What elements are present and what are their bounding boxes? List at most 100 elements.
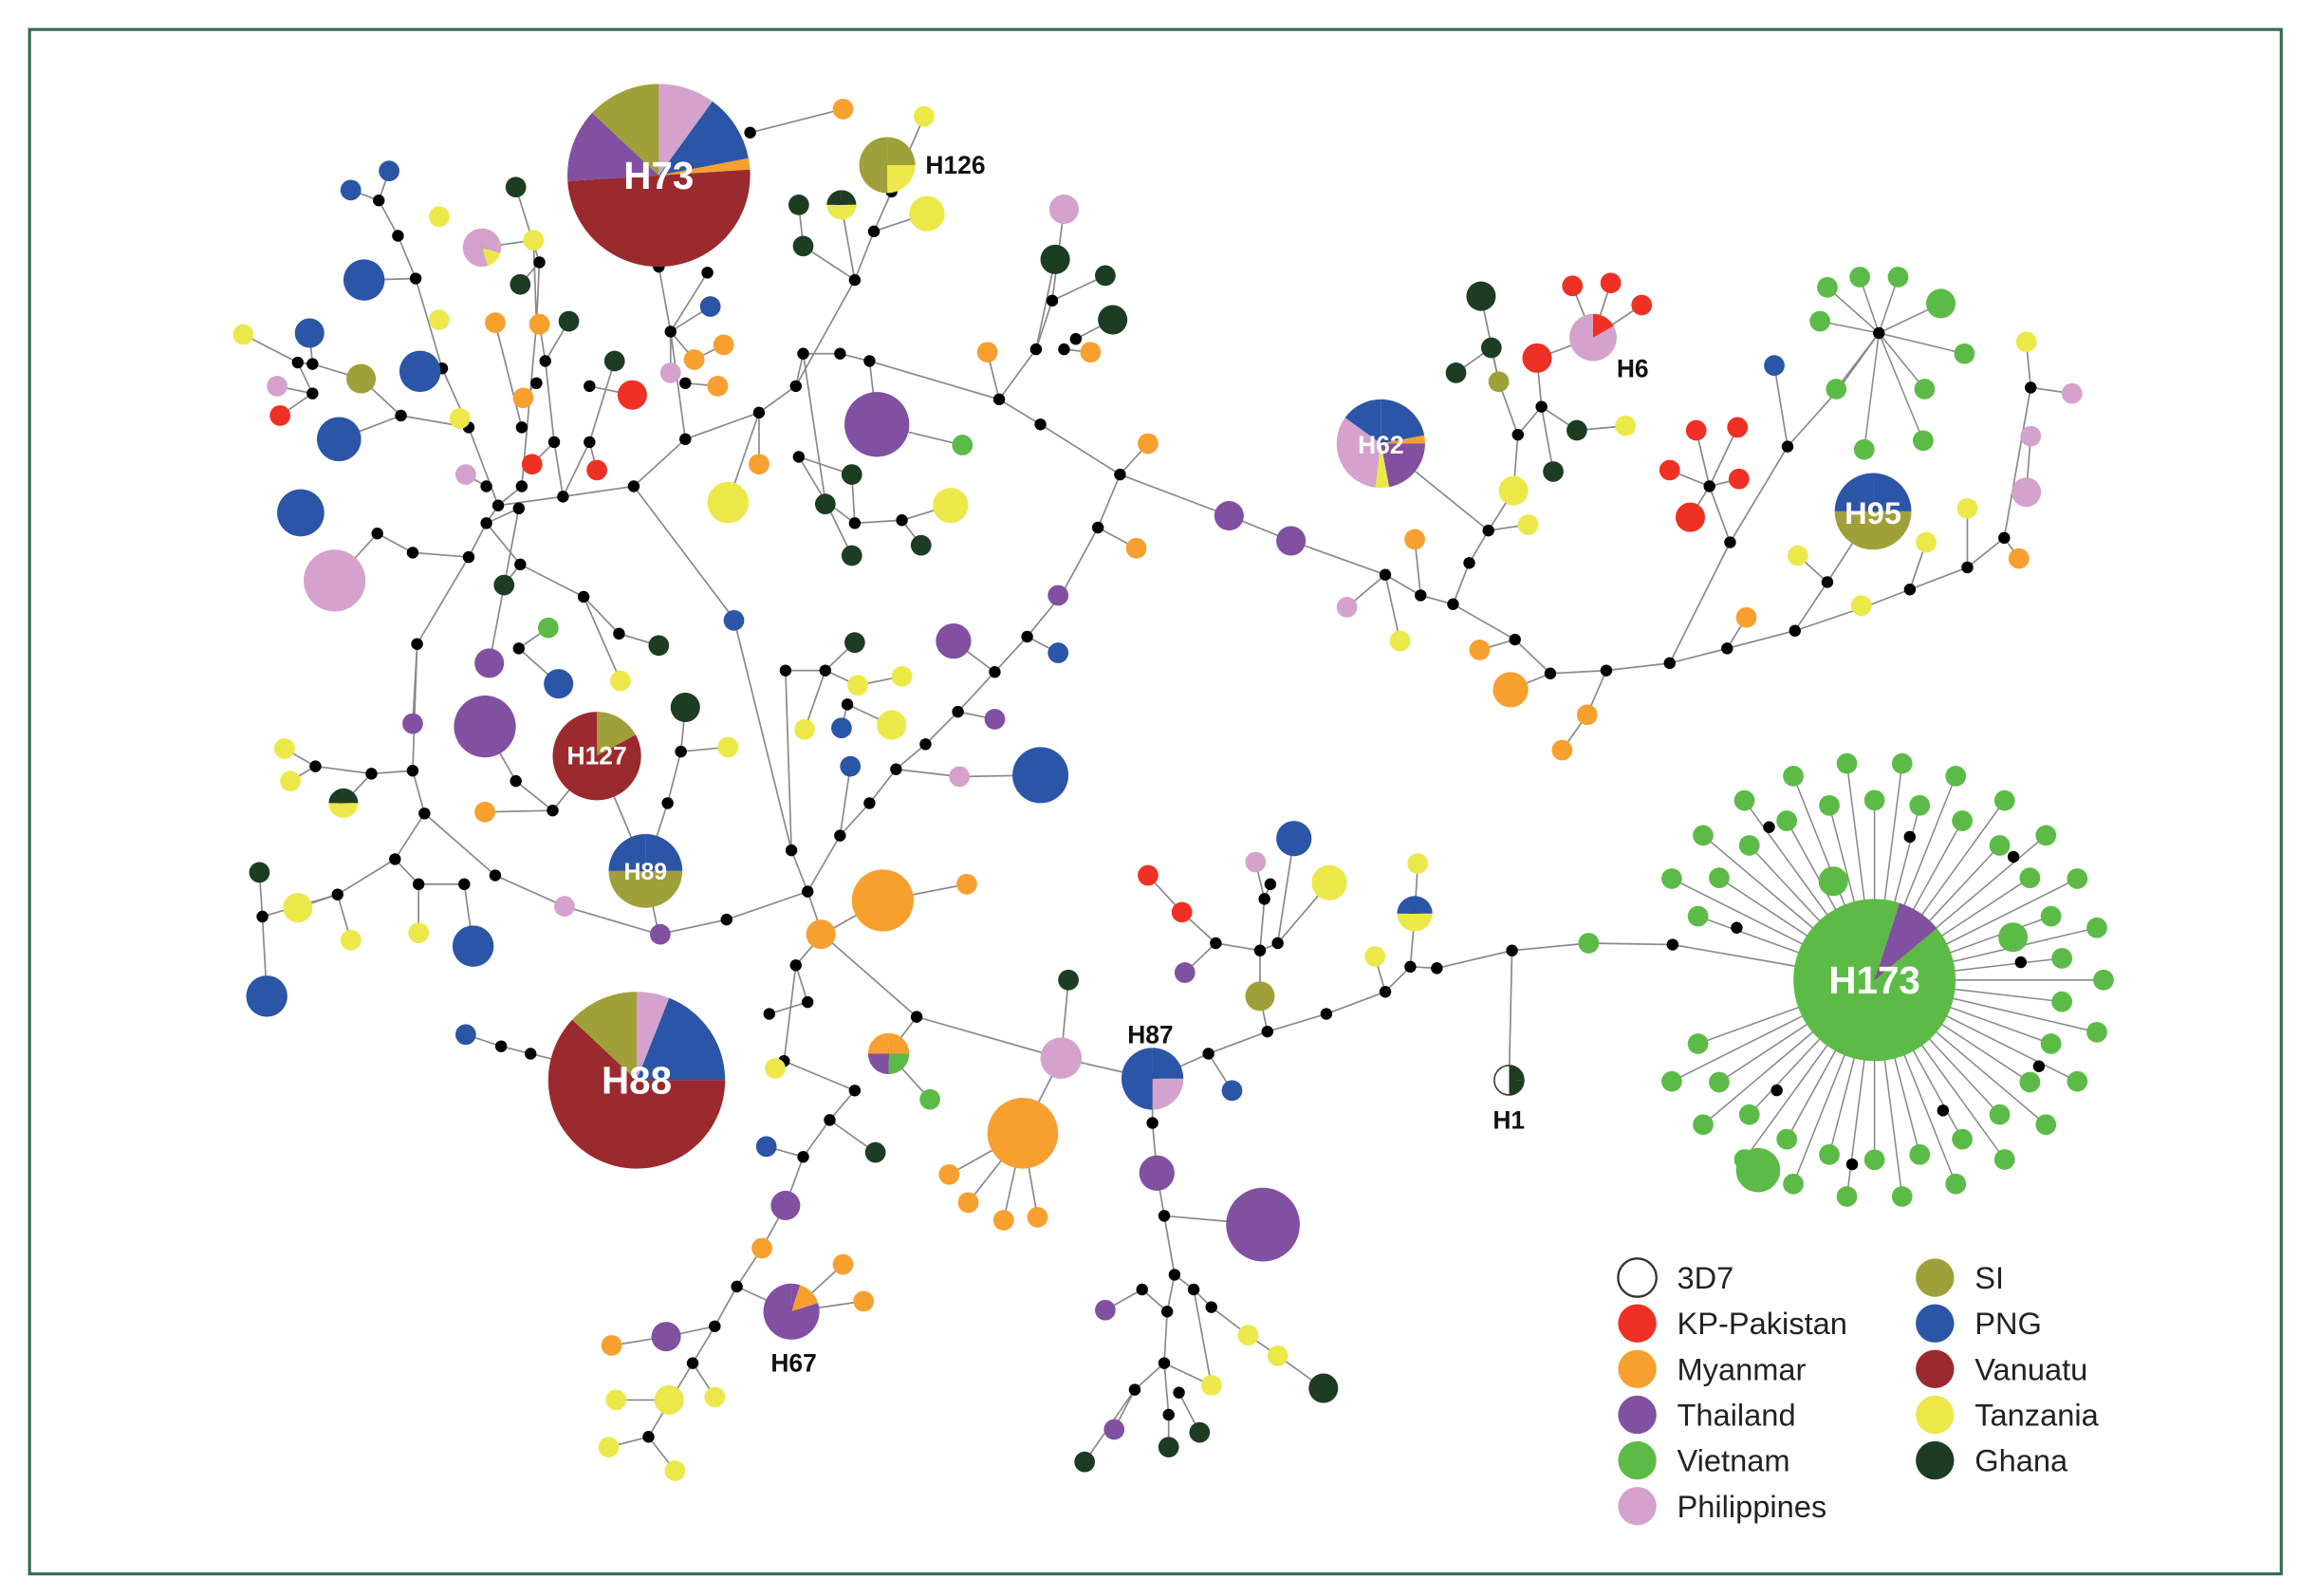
junction-node [890, 763, 902, 775]
network-node [1776, 1128, 1798, 1150]
junction-node [512, 642, 525, 655]
junction-node [1202, 1048, 1214, 1060]
network-node [832, 99, 854, 120]
network-node [1214, 501, 1244, 531]
haplotype-h89 [608, 834, 683, 908]
network-node [806, 919, 836, 950]
junction-node [480, 517, 492, 529]
network-node [1914, 379, 1936, 399]
junction-node [896, 514, 908, 527]
network-node [1311, 864, 1347, 900]
network-node [346, 363, 377, 394]
junction-node [789, 380, 802, 393]
network-node [2020, 425, 2042, 447]
junction-node [512, 502, 525, 515]
network-node [1404, 529, 1425, 550]
network-node [1480, 337, 1502, 359]
network-edge [1826, 287, 1880, 334]
junction-node [373, 195, 385, 207]
junction-node [797, 347, 809, 360]
network-node [723, 609, 745, 631]
network-node [651, 1322, 681, 1352]
junction-node [1771, 1084, 1783, 1097]
junction-node [480, 480, 492, 492]
legend-label: Vanuatu [1975, 1351, 2087, 1386]
label-h62: H62 [1358, 431, 1403, 459]
network-node [537, 617, 559, 639]
network-node [648, 635, 670, 657]
network-edge [423, 812, 808, 936]
network-node [1103, 1419, 1125, 1440]
network-node [1576, 704, 1598, 726]
network-node [1488, 371, 1510, 393]
pie-slice [1834, 510, 1912, 550]
junction-node [514, 558, 527, 571]
network-node [249, 862, 270, 883]
junction-node [1069, 332, 1083, 345]
junction-node [1666, 938, 1679, 951]
network-node [1687, 905, 1709, 927]
junction-node [1210, 937, 1222, 950]
pie-slice [658, 101, 749, 176]
network-node [1693, 1114, 1714, 1136]
junction-node [841, 698, 854, 711]
network-edge [485, 809, 553, 813]
network-edge [1193, 1289, 1213, 1386]
network-node [2086, 1021, 2107, 1043]
network-node [2019, 867, 2041, 889]
haplotype-h173 [1793, 899, 1956, 1062]
junction-node [763, 1008, 776, 1020]
pie-slice [1121, 1048, 1153, 1110]
pie-slice [481, 247, 501, 267]
network-node [1809, 310, 1831, 332]
pie-slice [481, 228, 502, 254]
network-node [844, 392, 910, 457]
network-node [2051, 991, 2072, 1012]
network-node [1158, 1437, 1179, 1458]
network-node [2008, 547, 2030, 569]
network-node [605, 1389, 627, 1411]
junction-node [524, 1048, 537, 1060]
network-edge [494, 322, 523, 428]
network-node [1276, 821, 1312, 857]
pie-slice [763, 1283, 820, 1340]
junction-node [919, 738, 932, 751]
network-node [2051, 948, 2072, 969]
network-node [1738, 1104, 1760, 1125]
pie-slice [658, 158, 751, 176]
network-edge [804, 670, 826, 731]
network-node [1661, 868, 1682, 889]
network-node [544, 669, 574, 699]
legend-swatch [1618, 1440, 1657, 1480]
pie-slice [887, 164, 916, 194]
network-node [2040, 1033, 2062, 1054]
network-node [841, 545, 862, 566]
network-node [493, 574, 515, 596]
junction-node [409, 272, 422, 285]
pie-slice [608, 834, 646, 871]
junction-node [642, 1431, 655, 1443]
junction-node [510, 774, 522, 788]
network-node [2035, 1114, 2057, 1136]
network-node [1517, 514, 1539, 535]
legend-label: Philippines [1678, 1489, 1827, 1524]
pie-slice [1381, 399, 1425, 444]
junction-node [1379, 568, 1392, 581]
network-node [1200, 1375, 1222, 1396]
junction-node [515, 421, 528, 434]
network-edge [538, 324, 565, 497]
junction-node [1320, 1008, 1333, 1020]
pie-slice [1569, 313, 1617, 362]
network-edge [670, 271, 709, 332]
haplotype-h1 [1493, 1065, 1525, 1096]
network-edge [334, 532, 470, 582]
network-node [1675, 502, 1706, 532]
junction-node [418, 807, 431, 820]
junction-node [491, 499, 505, 511]
junction-node [371, 528, 383, 540]
network-node [1909, 1143, 1931, 1165]
network-node [1445, 362, 1467, 383]
network-node [1735, 606, 1757, 628]
pie-slice [645, 834, 683, 871]
junction-node [1404, 960, 1417, 974]
